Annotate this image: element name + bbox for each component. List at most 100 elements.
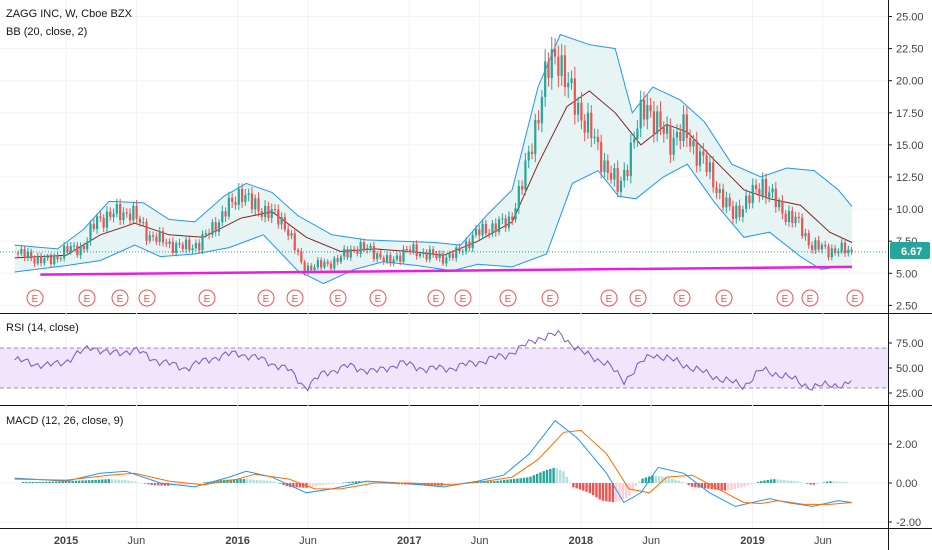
candle[interactable]	[662, 121, 665, 143]
candle[interactable]	[145, 218, 148, 246]
candle[interactable]	[320, 257, 323, 271]
candle[interactable]	[122, 207, 125, 225]
candle[interactable]	[633, 131, 636, 149]
candle[interactable]	[408, 245, 412, 256]
candle[interactable]	[771, 184, 774, 199]
candle[interactable]	[293, 228, 296, 254]
candle[interactable]	[758, 183, 761, 203]
candle[interactable]	[428, 245, 431, 263]
candle[interactable]	[619, 176, 623, 198]
candle[interactable]	[333, 255, 336, 272]
earnings-marker[interactable]: E	[541, 289, 559, 307]
candle[interactable]	[247, 188, 250, 202]
candle[interactable]	[481, 219, 484, 239]
candle[interactable]	[501, 213, 504, 225]
candle[interactable]	[270, 203, 273, 224]
candle[interactable]	[748, 190, 751, 210]
earnings-marker[interactable]: E	[846, 289, 864, 307]
candle[interactable]	[735, 202, 738, 224]
candle[interactable]	[817, 235, 820, 252]
candle[interactable]	[224, 207, 227, 222]
candle[interactable]	[99, 211, 102, 222]
earnings-marker[interactable]: E	[26, 289, 44, 307]
earnings-marker[interactable]: E	[369, 289, 387, 307]
candle[interactable]	[830, 244, 833, 261]
earnings-marker[interactable]: E	[801, 289, 819, 307]
candle[interactable]	[125, 208, 128, 218]
candle[interactable]	[596, 129, 599, 151]
macd-pane[interactable]	[14, 419, 853, 507]
candle[interactable]	[629, 134, 632, 184]
candle[interactable]	[781, 194, 784, 220]
earnings-marker[interactable]: E	[286, 289, 304, 307]
candle[interactable]	[478, 224, 481, 240]
candle[interactable]	[267, 201, 270, 222]
candle[interactable]	[283, 212, 286, 233]
candle[interactable]	[435, 250, 438, 261]
rsi-pane[interactable]	[0, 329, 888, 392]
candle[interactable]	[745, 189, 748, 213]
candle[interactable]	[553, 38, 557, 65]
candle[interactable]	[23, 246, 26, 262]
candle[interactable]	[810, 241, 814, 254]
candle[interactable]	[336, 254, 339, 266]
candle[interactable]	[290, 230, 293, 240]
candle[interactable]	[698, 146, 702, 172]
candle[interactable]	[583, 114, 586, 142]
candle[interactable]	[128, 208, 132, 226]
candle[interactable]	[824, 240, 827, 250]
candle[interactable]	[155, 232, 158, 245]
candle[interactable]	[63, 241, 66, 262]
candle[interactable]	[656, 105, 659, 142]
candle[interactable]	[682, 105, 685, 147]
candle[interactable]	[609, 165, 613, 184]
candle[interactable]	[161, 227, 165, 247]
candle[interactable]	[820, 242, 824, 254]
candle[interactable]	[616, 160, 619, 198]
earnings-marker[interactable]: E	[673, 289, 691, 307]
candle[interactable]	[39, 252, 43, 267]
candle[interactable]	[204, 229, 207, 238]
candle[interactable]	[79, 242, 82, 259]
candle[interactable]	[445, 254, 448, 267]
candle[interactable]	[171, 237, 174, 256]
support-trendline[interactable]	[40, 265, 853, 276]
candle[interactable]	[296, 247, 300, 256]
candle[interactable]	[550, 36, 553, 90]
candle[interactable]	[804, 228, 807, 241]
candle[interactable]	[359, 238, 362, 258]
candle[interactable]	[695, 131, 698, 173]
candle[interactable]	[402, 245, 405, 265]
candle[interactable]	[89, 220, 92, 246]
candle[interactable]	[194, 239, 198, 252]
candle[interactable]	[399, 252, 402, 266]
candle[interactable]	[560, 43, 563, 86]
candle[interactable]	[115, 198, 118, 218]
candle[interactable]	[237, 183, 240, 210]
candle[interactable]	[468, 238, 471, 252]
candle[interactable]	[422, 248, 425, 258]
candle[interactable]	[264, 200, 267, 223]
candle[interactable]	[49, 252, 53, 268]
candle[interactable]	[451, 249, 455, 261]
candle[interactable]	[521, 180, 524, 195]
candle[interactable]	[158, 226, 161, 246]
candle[interactable]	[257, 192, 260, 217]
candle[interactable]	[201, 230, 204, 254]
candle[interactable]	[376, 251, 379, 263]
candle[interactable]	[339, 254, 343, 265]
candle[interactable]	[504, 214, 507, 232]
earnings-marker[interactable]: E	[600, 289, 618, 307]
candle[interactable]	[843, 239, 847, 257]
candle[interactable]	[105, 206, 109, 233]
candle[interactable]	[33, 255, 36, 267]
candle[interactable]	[665, 116, 669, 140]
candle[interactable]	[507, 211, 511, 232]
candle[interactable]	[791, 206, 794, 228]
candle[interactable]	[273, 204, 277, 215]
candle[interactable]	[178, 238, 181, 249]
candle[interactable]	[488, 228, 491, 239]
candle[interactable]	[69, 242, 72, 255]
candle[interactable]	[26, 247, 30, 262]
